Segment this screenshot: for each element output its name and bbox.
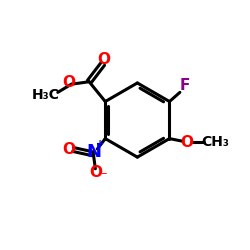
Text: ⁻: ⁻ bbox=[100, 170, 107, 183]
Text: N: N bbox=[86, 143, 101, 161]
Text: O: O bbox=[62, 142, 75, 157]
Text: F: F bbox=[180, 78, 190, 94]
Text: +: + bbox=[96, 138, 104, 148]
Text: O: O bbox=[89, 166, 102, 180]
Text: O: O bbox=[97, 52, 110, 67]
Text: H₃C: H₃C bbox=[32, 88, 59, 102]
Text: O: O bbox=[62, 76, 75, 90]
Text: CH₃: CH₃ bbox=[201, 135, 229, 149]
Text: O: O bbox=[180, 135, 193, 150]
